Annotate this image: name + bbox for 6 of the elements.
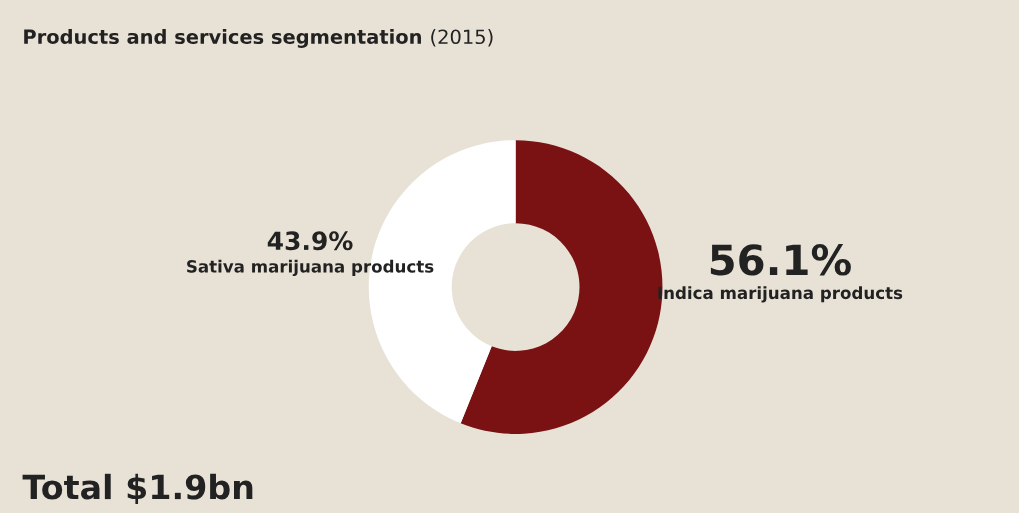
data-label: 56.1% [710,244,851,276]
text: Total $1.9bn [22,473,253,505]
chart-subtitle: (2015) [431,29,493,47]
data-label: 43.9% [267,231,353,251]
chart-title: Products and services segmentation [24,28,421,48]
slice-label: Sativa marijuana products [187,259,434,277]
